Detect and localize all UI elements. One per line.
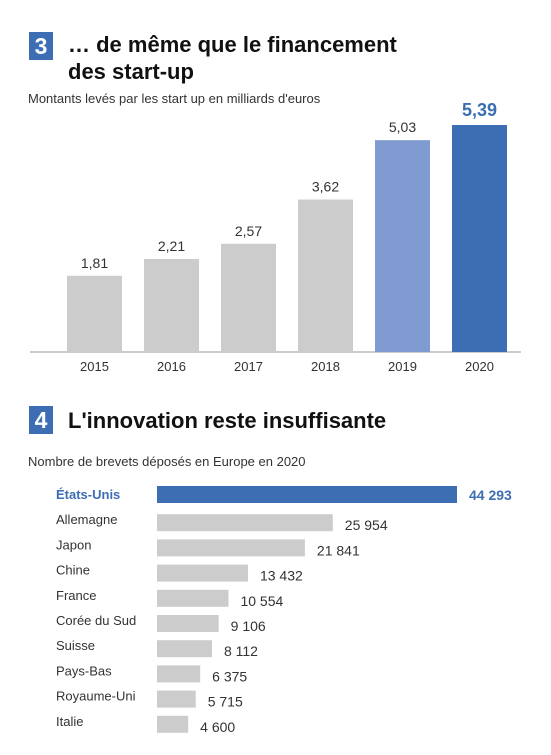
value-label-suisse: 8 112 [224, 643, 258, 659]
bar-2020 [452, 125, 507, 352]
bar-2018 [298, 199, 353, 352]
value-label-france: 10 554 [240, 593, 283, 609]
bar-2016 [144, 258, 199, 352]
bar-chine [157, 564, 248, 582]
value-label--tats-unis: 44 293 [469, 487, 512, 503]
x-tick-label-2015: 2015 [80, 359, 109, 374]
x-tick-label-2018: 2018 [311, 359, 340, 374]
x-tick-label-2016: 2016 [157, 359, 186, 374]
x-tick-label-2020: 2020 [465, 359, 494, 374]
bar-suisse [157, 640, 212, 658]
startup-funding-bar-chart: 1,81 2015 2,21 2016 2,57 2017 3,62 2018 5,03 2019… [30, 100, 521, 374]
section-3-subtitle: Montants levés par les start up en milli… [28, 91, 321, 106]
value-label-2020: 5,39 [462, 100, 497, 120]
category-label--tats-unis: États-Unis [56, 487, 120, 502]
value-label-2019: 5,03 [389, 119, 416, 135]
value-label-chine: 13 432 [260, 568, 303, 584]
category-label-japon: Japon [56, 537, 91, 552]
category-label-suisse: Suisse [56, 638, 95, 653]
bar-2015 [67, 275, 122, 352]
value-label-2017: 2,57 [235, 223, 262, 239]
section-4-badge: 4 [29, 406, 53, 434]
value-label-cor-e-du-sud: 9 106 [231, 618, 266, 634]
category-label-chine: Chine [56, 563, 90, 578]
category-label-cor-e-du-sud: Corée du Sud [56, 613, 136, 628]
bar-2019 [375, 140, 430, 352]
value-label-italie: 4 600 [200, 719, 235, 735]
x-tick-label-2017: 2017 [234, 359, 263, 374]
category-label-pays-bas: Pays-Bas [56, 663, 112, 678]
bar-2017 [221, 243, 276, 352]
bar-japon [157, 539, 305, 557]
section-3-badge: 3 [29, 32, 53, 60]
bar-pays-bas [157, 665, 201, 683]
category-label-allemagne: Allemagne [56, 512, 117, 527]
bar--tats-unis [157, 486, 457, 503]
section-3-title-line-1: … de même que le financement [68, 32, 397, 57]
value-label-royaume-uni: 5 715 [208, 694, 243, 710]
category-label-france: France [56, 588, 96, 603]
section-4-subtitle: Nombre de brevets déposés en Europe en 2… [28, 454, 306, 469]
value-label-2016: 2,21 [158, 238, 185, 254]
value-label-2018: 3,62 [312, 179, 339, 195]
bar-royaume-uni [157, 690, 196, 708]
bar-cor-e-du-sud [157, 615, 219, 632]
bar-italie [157, 715, 189, 733]
section-3-title-line-2: des start-up [68, 59, 194, 84]
category-label-italie: Italie [56, 714, 83, 729]
value-label-pays-bas: 6 375 [212, 668, 247, 684]
section-4-title: L'innovation reste insuffisante [68, 408, 387, 433]
value-label-japon: 21 841 [317, 542, 360, 558]
bar-allemagne [157, 514, 333, 532]
bar-france [157, 589, 229, 607]
category-label-royaume-uni: Royaume-Uni [56, 689, 136, 704]
value-label-allemagne: 25 954 [345, 517, 388, 533]
value-label-2015: 1,81 [81, 255, 108, 271]
x-tick-label-2019: 2019 [388, 359, 417, 374]
